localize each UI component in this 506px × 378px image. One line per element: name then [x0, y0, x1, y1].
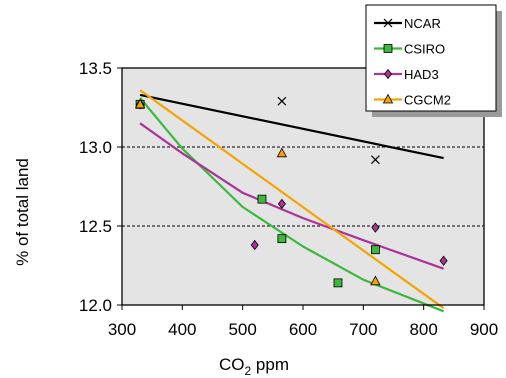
- y-tick-label: 13.0: [79, 138, 112, 157]
- x-tick-label: 700: [349, 320, 377, 339]
- x-axis-title: CO2 ppm: [219, 355, 289, 378]
- y-axis-title: % of total land: [13, 158, 32, 266]
- y-axis-ticks: 12.0 12.5 13.0 13.5: [79, 59, 122, 315]
- x-tick-label: 800: [409, 320, 437, 339]
- data-point-had3: [439, 255, 448, 266]
- x-tick-label: 400: [168, 320, 196, 339]
- trend-line-cgcm2: [139, 89, 445, 310]
- legend-item-cgcm2: CGCM2: [374, 93, 451, 108]
- x-tick-label: 600: [289, 320, 317, 339]
- legend-item-csiro: CSIRO: [374, 42, 445, 57]
- x-tick-label: 900: [470, 320, 498, 339]
- data-point-cgcm2: [370, 275, 381, 286]
- x-tick-label: 300: [108, 320, 136, 339]
- legend-label: NCAR: [404, 16, 441, 31]
- legend-label: CSIRO: [404, 42, 445, 57]
- data-point-csiro: [370, 245, 380, 255]
- x-axis-title-main: CO: [219, 355, 245, 374]
- data-point-csiro: [333, 278, 343, 288]
- y-tick-label: 12.5: [79, 217, 112, 236]
- legend-item-had3: HAD3: [374, 67, 439, 82]
- trend-line-had3: [139, 122, 444, 270]
- x-tick-label: 500: [228, 320, 256, 339]
- data-point-had3: [371, 222, 380, 233]
- x-axis-ticks: 300 400 500 600 700 800 900: [108, 305, 498, 339]
- legend-label: HAD3: [404, 67, 439, 82]
- legend-items: NCAR CSIRO HAD3 CGCM2: [374, 16, 451, 108]
- x-axis-title-subscript: 2: [245, 364, 252, 378]
- legend-item-ncar: NCAR: [374, 16, 441, 31]
- data-point-had3: [277, 198, 286, 210]
- legend: NCAR CSIRO HAD3 CGCM2: [365, 4, 502, 117]
- legend-marker: [383, 44, 393, 53]
- data-point-csiro: [257, 194, 267, 204]
- data-point-ncar: [277, 96, 287, 106]
- data-point-had3: [250, 239, 259, 251]
- y-tick-label: 12.0: [79, 296, 112, 315]
- legend-marker: [383, 18, 393, 28]
- data-point-cgcm2: [276, 147, 288, 158]
- data-points: [134, 96, 448, 288]
- y-tick-label: 13.5: [79, 59, 112, 78]
- data-point-cgcm2: [134, 98, 146, 109]
- x-axis-title-tail: ppm: [251, 355, 289, 374]
- trend-line-ncar: [139, 93, 444, 160]
- legend-marker: [382, 93, 394, 104]
- data-point-csiro: [277, 234, 287, 244]
- legend-label: CGCM2: [404, 93, 451, 108]
- legend-marker: [383, 68, 393, 80]
- data-point-ncar: [370, 155, 380, 165]
